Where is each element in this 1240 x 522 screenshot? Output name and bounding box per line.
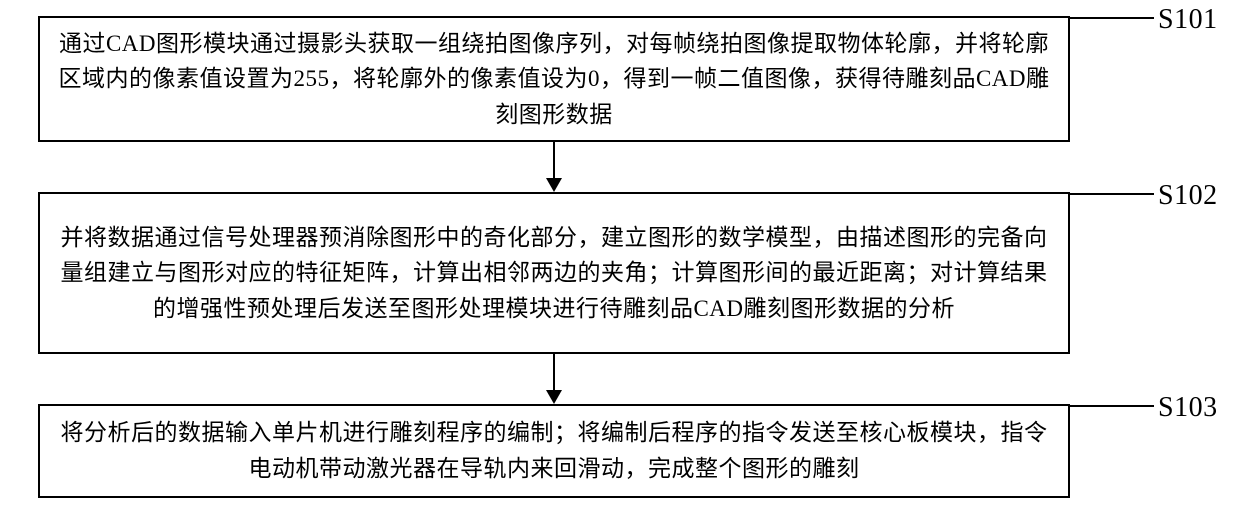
arrow-2 bbox=[540, 354, 568, 406]
arrow-1 bbox=[540, 142, 568, 194]
step-3-text: 将分析后的数据输入单片机进行雕刻程序的编制；将编制后程序的指令发送至核心板模块，… bbox=[58, 415, 1050, 486]
step-2-box: 并将数据通过信号处理器预消除图形中的奇化部分，建立图形的数学模型，由描述图形的完… bbox=[38, 192, 1070, 354]
leader-line-1 bbox=[1068, 10, 1168, 40]
step-2-label: S102 bbox=[1158, 180, 1218, 212]
leader-line-3 bbox=[1068, 398, 1168, 428]
step-2-text: 并将数据通过信号处理器预消除图形中的奇化部分，建立图形的数学模型，由描述图形的完… bbox=[58, 220, 1050, 327]
step-3-box: 将分析后的数据输入单片机进行雕刻程序的编制；将编制后程序的指令发送至核心板模块，… bbox=[38, 404, 1070, 498]
step-1-box: 通过CAD图形模块通过摄影头获取一组绕拍图像序列，对每帧绕拍图像提取物体轮廓，并… bbox=[38, 16, 1070, 142]
leader-line-2 bbox=[1068, 186, 1168, 216]
step-3-label: S103 bbox=[1158, 392, 1218, 424]
step-1-label: S101 bbox=[1158, 4, 1218, 36]
step-1-text: 通过CAD图形模块通过摄影头获取一组绕拍图像序列，对每帧绕拍图像提取物体轮廓，并… bbox=[58, 26, 1050, 133]
flowchart-canvas: 通过CAD图形模块通过摄影头获取一组绕拍图像序列，对每帧绕拍图像提取物体轮廓，并… bbox=[0, 0, 1240, 522]
